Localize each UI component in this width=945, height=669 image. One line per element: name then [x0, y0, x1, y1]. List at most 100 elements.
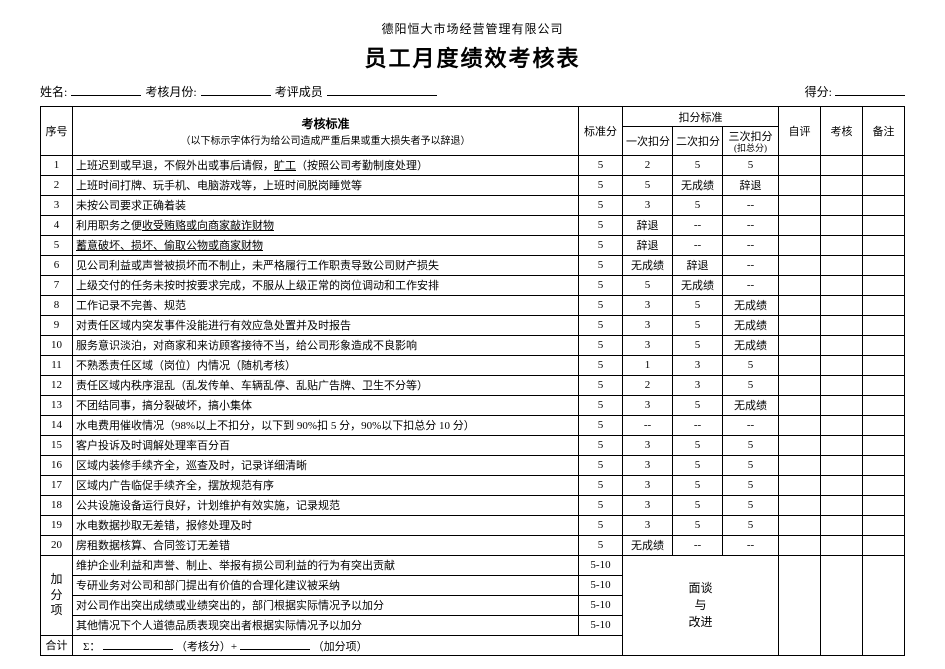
cell-deduct: 5: [673, 295, 723, 315]
hdr-self: 自评: [779, 107, 821, 156]
cell-seq: 5: [41, 235, 73, 255]
bonus-item-text: 其他情况下个人道德品质表现突出者根据实际情况予以加分: [73, 615, 579, 635]
cell-seq: 9: [41, 315, 73, 335]
cell-check: [821, 475, 863, 495]
cell-base: 5: [579, 535, 623, 555]
cell-deduct: --: [723, 415, 779, 435]
cell-deduct: 3: [623, 335, 673, 355]
table-row: 19水电数据抄取无差错，报修处理及时5355: [41, 515, 905, 535]
cell-standard: 工作记录不完善、规范: [73, 295, 579, 315]
cell-seq: 18: [41, 495, 73, 515]
table-row: 4利用职务之便收受贿赂或向商家敲诈财物5辞退----: [41, 215, 905, 235]
cell-deduct: 3: [623, 315, 673, 335]
cell-standard: 蓄意破坏、损坏、偷取公物或商家财物: [73, 235, 579, 255]
cell-standard: 责任区域内秩序混乱（乱发传单、车辆乱停、乱贴广告牌、卫生不分等）: [73, 375, 579, 395]
cell-base: 5: [579, 215, 623, 235]
total-blank-1: [103, 637, 173, 650]
cell-deduct: --: [723, 215, 779, 235]
cell-note: [863, 235, 905, 255]
cell-standard: 不熟悉责任区域（岗位）内情况（随机考核）: [73, 355, 579, 375]
cell-deduct: 5: [673, 195, 723, 215]
cell-base: 5: [579, 195, 623, 215]
cell-check: [821, 455, 863, 475]
table-row: 9对责任区域内突发事件没能进行有效应急处置并及时报告535无成绩: [41, 315, 905, 335]
cell-seq: 17: [41, 475, 73, 495]
cell-deduct: 3: [623, 195, 673, 215]
cell-base: 5: [579, 455, 623, 475]
cell-deduct: 5: [673, 455, 723, 475]
cell-seq: 13: [41, 395, 73, 415]
cell-base: 5: [579, 295, 623, 315]
bonus-self: [779, 555, 821, 655]
cell-seq: 19: [41, 515, 73, 535]
hdr-check: 考核: [821, 107, 863, 156]
cell-note: [863, 455, 905, 475]
score-blank: [835, 83, 905, 96]
meta-left: 姓名: 考核月份: 考评成员: [40, 83, 765, 100]
cell-standard: 利用职务之便收受贿赂或向商家敲诈财物: [73, 215, 579, 235]
cell-note: [863, 295, 905, 315]
cell-standard: 房租数据核算、合同签订无差错: [73, 535, 579, 555]
reviewer-blank: [327, 83, 437, 96]
cell-base: 5: [579, 375, 623, 395]
cell-deduct: 5: [723, 155, 779, 175]
cell-standard: 上级交付的任务未按时按要求完成，不服从上级正常的岗位调动和工作安排: [73, 275, 579, 295]
cell-self: [779, 175, 821, 195]
bonus-item-text: 对公司作出突出成绩或业绩突出的，部门根据实际情况予以加分: [73, 595, 579, 615]
table-row: 6见公司利益或声誉被损坏而不制止，未严格履行工作职责导致公司财产损失5无成绩辞退…: [41, 255, 905, 275]
cell-note: [863, 435, 905, 455]
bonus-label-3: 项: [44, 603, 69, 619]
cell-deduct: 3: [623, 295, 673, 315]
cell-note: [863, 395, 905, 415]
cell-self: [779, 395, 821, 415]
bonus-item-text: 维护企业利益和声誉、制止、举报有损公司利益的行为有突出贡献: [73, 555, 579, 575]
cell-seq: 2: [41, 175, 73, 195]
cell-standard: 对责任区域内突发事件没能进行有效应急处置并及时报告: [73, 315, 579, 335]
cell-self: [779, 255, 821, 275]
cell-deduct: 5: [723, 515, 779, 535]
cell-deduct: --: [623, 415, 673, 435]
cell-deduct: 2: [623, 375, 673, 395]
bonus-item-pts: 5-10: [579, 575, 623, 595]
cell-deduct: --: [723, 535, 779, 555]
cell-seq: 12: [41, 375, 73, 395]
cell-standard: 上班迟到或早退，不假外出或事后请假，旷工（按照公司考勤制度处理）: [73, 155, 579, 175]
bonus-item-pts: 5-10: [579, 555, 623, 575]
table-row: 20房租数据核算、合同签订无差错5无成绩----: [41, 535, 905, 555]
cell-self: [779, 375, 821, 395]
cell-check: [821, 495, 863, 515]
cell-deduct: 3: [623, 435, 673, 455]
cell-standard: 客户投诉及时调解处理率百分百: [73, 435, 579, 455]
interview-cell: 面谈 与 改进: [623, 555, 779, 655]
month-label: 考核月份:: [145, 83, 196, 100]
page-title: 员工月度绩效考核表: [40, 41, 905, 73]
cell-deduct: 无成绩: [723, 335, 779, 355]
cell-deduct: 5: [723, 495, 779, 515]
table-row: 17区域内广告临促手续齐全，摆放规范有序5355: [41, 475, 905, 495]
cell-standard: 区域内装修手续齐全，巡查及时，记录详细清晰: [73, 455, 579, 475]
bonus-item-pts: 5-10: [579, 595, 623, 615]
cell-deduct: 3: [623, 455, 673, 475]
cell-deduct: 3: [673, 375, 723, 395]
table-row: 5蓄意破坏、损坏、偷取公物或商家财物5辞退----: [41, 235, 905, 255]
cell-deduct: 辞退: [673, 255, 723, 275]
cell-check: [821, 375, 863, 395]
cell-deduct: 3: [623, 475, 673, 495]
cell-seq: 1: [41, 155, 73, 175]
table-row: 10服务意识淡泊，对商家和来访顾客接待不当，给公司形象造成不良影响535无成绩: [41, 335, 905, 355]
cell-deduct: 5: [723, 475, 779, 495]
cell-check: [821, 515, 863, 535]
cell-self: [779, 215, 821, 235]
cell-note: [863, 495, 905, 515]
page-root: 德阳恒大市场经营管理有限公司 员工月度绩效考核表 姓名: 考核月份: 考评成员 …: [0, 0, 945, 669]
cell-deduct: 辞退: [623, 215, 673, 235]
cell-self: [779, 515, 821, 535]
cell-seq: 8: [41, 295, 73, 315]
total-label: 合计: [41, 635, 73, 655]
hdr-deduct-group: 扣分标准: [623, 107, 779, 127]
table-row: 1上班迟到或早退，不假外出或事后请假，旷工（按照公司考勤制度处理）5255: [41, 155, 905, 175]
cell-seq: 6: [41, 255, 73, 275]
company-name: 德阳恒大市场经营管理有限公司: [40, 20, 905, 37]
total-part2: （加分项）: [313, 641, 368, 653]
cell-base: 5: [579, 495, 623, 515]
